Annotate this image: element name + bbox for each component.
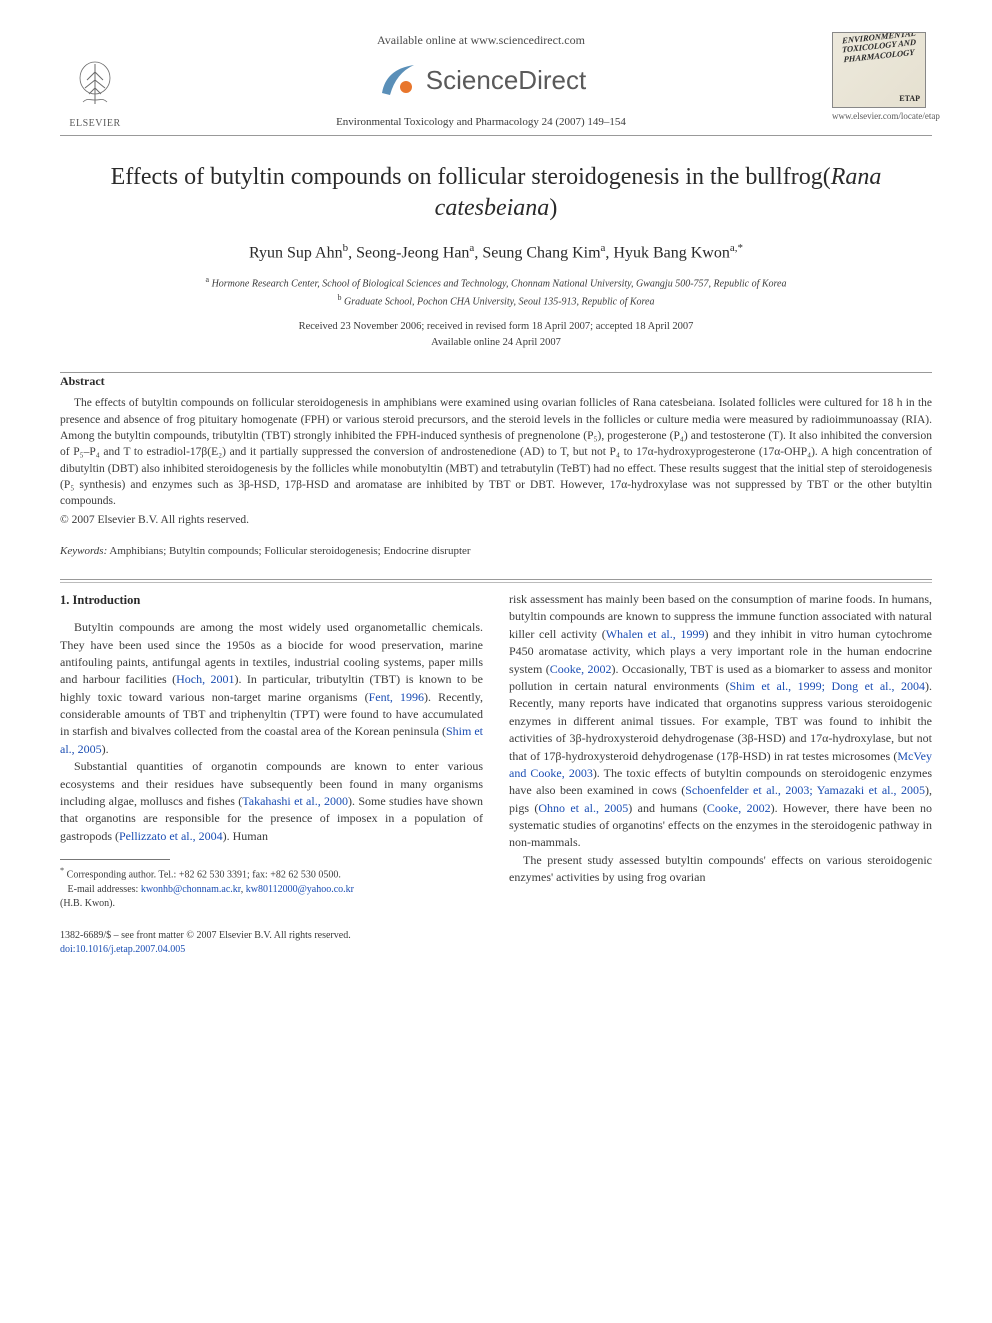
ref-cooke-2002-b[interactable]: Cooke, 2002 (707, 801, 771, 815)
ref-shim-dong[interactable]: Shim et al., 1999; Dong et al., 2004 (729, 679, 925, 693)
abstract-bottom-rule-2 (60, 582, 932, 583)
left-column: 1. Introduction Butyltin compounds are a… (60, 591, 483, 957)
ref-whalen-1999[interactable]: Whalen et al., 1999 (606, 627, 705, 641)
journal-url: www.elsevier.com/locate/etap (832, 110, 932, 123)
intro-para-1: Butyltin compounds are among the most wi… (60, 619, 483, 758)
elsevier-logo-block: ELSEVIER (60, 28, 130, 131)
ref-schoenfelder-yamazaki[interactable]: Schoenfelder et al., 2003; Yamazaki et a… (685, 783, 925, 797)
abstract-copyright: © 2007 Elsevier B.V. All rights reserved… (60, 512, 932, 528)
elsevier-label: ELSEVIER (60, 117, 130, 131)
ref-fent-1996[interactable]: Fent, 1996 (369, 690, 424, 704)
email-1[interactable]: kwonhb@chonnam.ac.kr (141, 884, 241, 895)
sciencedirect-text: ScienceDirect (426, 62, 586, 98)
journal-reference: Environmental Toxicology and Pharmacolog… (130, 115, 832, 130)
author-4: Hyuk Bang Kwon (613, 244, 729, 261)
p2c: ). Human (223, 829, 268, 843)
keywords-label: Keywords: (60, 545, 107, 557)
cover-title: ENVIRONMENTAL TOXICOLOGY AND PHARMACOLOG… (837, 32, 921, 65)
email-label: E-mail addresses: (68, 884, 139, 895)
right-column: risk assessment has mainly been based on… (509, 591, 932, 957)
article-dates: Received 23 November 2006; received in r… (60, 319, 932, 351)
author-2: Seong-Jeong Han (356, 244, 469, 261)
sciencedirect-swoosh-icon (376, 59, 418, 101)
intro-para-2-cont: risk assessment has mainly been based on… (509, 591, 932, 852)
affiliation-a: Hormone Research Center, School of Biolo… (212, 279, 787, 290)
corresponding-footnote: * Corresponding author. Tel.: +82 62 530… (60, 865, 483, 910)
footnote-rule (60, 859, 170, 860)
author-1: Ryun Sup Ahn (249, 244, 343, 261)
ref-pellizzato-2004[interactable]: Pellizzato et al., 2004 (119, 829, 223, 843)
email-tail: (H.B. Kwon). (60, 898, 115, 909)
dates-line1: Received 23 November 2006; received in r… (299, 321, 694, 332)
body-columns: 1. Introduction Butyltin compounds are a… (60, 591, 932, 957)
corresponding-mark: * (738, 242, 744, 254)
doi-link[interactable]: doi:10.1016/j.etap.2007.04.005 (60, 944, 185, 955)
elsevier-tree-icon (69, 58, 121, 110)
ref-hoch-2001[interactable]: Hoch, 2001 (176, 672, 234, 686)
publisher-header: ELSEVIER Available online at www.science… (60, 28, 932, 131)
author-2-aff: a (469, 242, 474, 254)
keywords-text: Amphibians; Butyltin compounds; Follicul… (109, 545, 470, 557)
title-text-post: ) (549, 195, 557, 221)
email-2[interactable]: kw80112000@yahoo.co.kr (246, 884, 354, 895)
author-list: Ryun Sup Ahnb, Seong-Jeong Hana, Seung C… (60, 241, 932, 265)
abstract-block: Abstract The effects of butyltin compoun… (60, 373, 932, 527)
r1g: ) and humans ( (628, 801, 707, 815)
author-3-aff: a (601, 242, 606, 254)
available-online-text: Available online at www.sciencedirect.co… (130, 32, 832, 49)
ref-cooke-2002[interactable]: Cooke, 2002 (550, 662, 612, 676)
abstract-heading: Abstract (60, 373, 932, 390)
corr-author-text: Corresponding author. Tel.: +82 62 530 3… (67, 870, 341, 881)
sciencedirect-logo: ScienceDirect (130, 59, 832, 101)
title-text-pre: Effects of butyltin compounds on follicu… (111, 164, 831, 190)
journal-cover-block: ENVIRONMENTAL TOXICOLOGY AND PHARMACOLOG… (832, 28, 932, 123)
abstract-bottom-rule (60, 579, 932, 580)
ref-ohno-2005[interactable]: Ohno et al., 2005 (538, 801, 628, 815)
intro-para-3: The present study assessed butyltin comp… (509, 852, 932, 887)
author-1-aff: b (343, 242, 349, 254)
cover-abbrev: ETAP (899, 93, 920, 104)
center-banner: Available online at www.sciencedirect.co… (130, 28, 832, 130)
intro-para-2: Substantial quantities of organotin comp… (60, 758, 483, 845)
author-4-aff: a, (730, 242, 738, 254)
header-rule (60, 135, 932, 136)
author-3: Seung Chang Kim (482, 244, 600, 261)
affiliations: a Hormone Research Center, School of Bio… (60, 274, 932, 309)
affiliation-b: Graduate School, Pochon CHA University, … (344, 296, 655, 307)
front-matter-footer: 1382-6689/$ – see front matter © 2007 El… (60, 929, 483, 957)
front-matter-text: 1382-6689/$ – see front matter © 2007 El… (60, 930, 351, 941)
dates-line2: Available online 24 April 2007 (431, 337, 561, 348)
section-1-heading: 1. Introduction (60, 591, 483, 609)
keywords-line: Keywords: Amphibians; Butyltin compounds… (60, 544, 932, 559)
ref-takahashi-2000[interactable]: Takahashi et al., 2000 (242, 794, 348, 808)
journal-cover-thumbnail: ENVIRONMENTAL TOXICOLOGY AND PHARMACOLOG… (832, 32, 926, 108)
p1d: ). (102, 742, 109, 756)
abstract-text: The effects of butyltin compounds on fol… (60, 395, 932, 509)
article-title: Effects of butyltin compounds on follicu… (60, 162, 932, 224)
